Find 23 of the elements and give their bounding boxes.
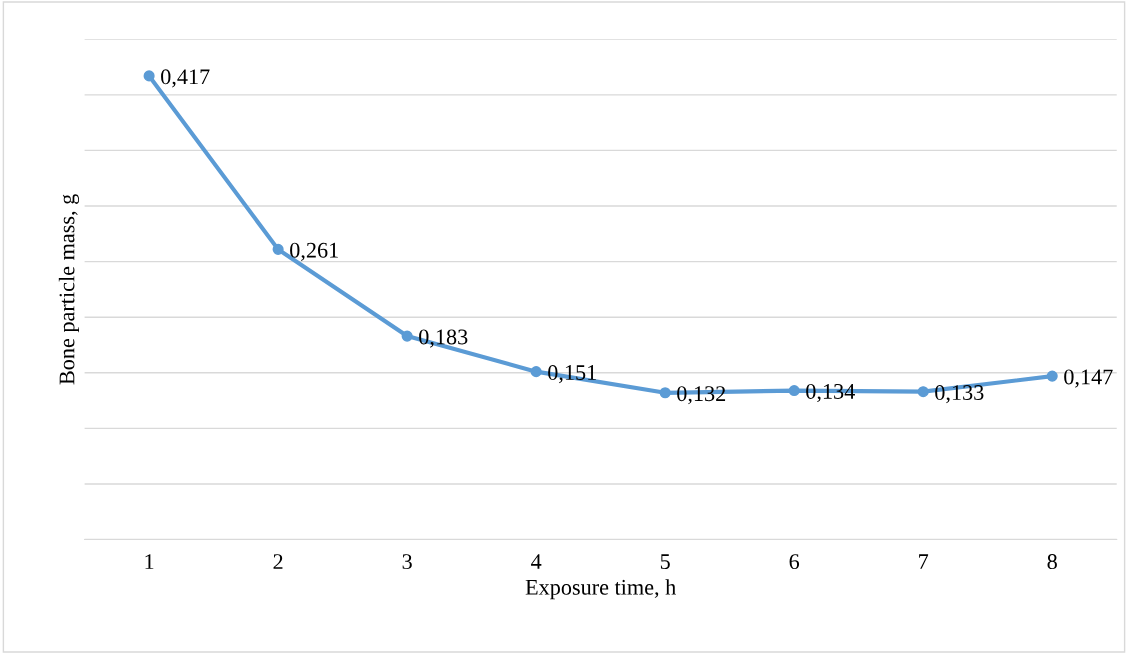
point: [788, 385, 800, 397]
y-axis-title: Bone particle mass, g: [58, 194, 80, 385]
point: [143, 70, 155, 82]
x-tick-label: 7: [919, 554, 929, 569]
point: [917, 386, 929, 398]
x-tick-label: 4: [531, 554, 542, 569]
data-label: 0,417: [161, 69, 210, 88]
data-label: 0,147: [1064, 369, 1113, 388]
point: [659, 387, 671, 399]
point: [530, 366, 542, 378]
data-label: 0,261: [290, 242, 338, 261]
x-tick-label: 5: [660, 554, 670, 570]
x-tick-label: 1: [145, 554, 154, 569]
x-axis-title: Exposure time, h: [525, 579, 676, 600]
point: [1046, 370, 1058, 382]
data-label: 0,133: [935, 385, 984, 404]
x-tick-label: 2: [273, 554, 283, 569]
x-tick-label: 6: [789, 554, 800, 570]
point: [401, 330, 413, 342]
data-label: 0,183: [419, 329, 468, 348]
x-tick-label: 8: [1047, 554, 1057, 570]
point: [272, 243, 284, 255]
x-tick-label: 3: [402, 554, 412, 570]
